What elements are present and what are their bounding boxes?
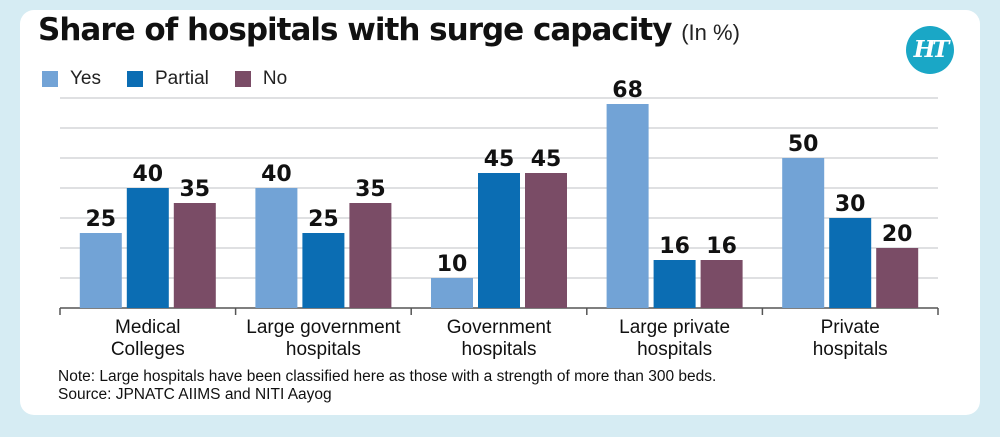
source-text: Source: JPNATC AIIMS and NITI Aayog [58, 386, 332, 403]
legend-label-yes: Yes [70, 68, 101, 89]
value-label-yes-3: 68 [612, 78, 643, 103]
value-label-partial-4: 30 [835, 192, 866, 217]
legend-label-partial: Partial [155, 68, 209, 89]
bar-yes-4 [782, 158, 825, 308]
category-label-3: Large private hospitals [619, 317, 730, 360]
title-text: Share of hospitals with surge capacity [38, 12, 672, 48]
category-label-4: Private hospitals [813, 317, 888, 360]
legend: Yes Partial No [42, 68, 287, 90]
bar-partial-4 [829, 218, 872, 308]
legend-swatch-no [234, 71, 251, 87]
bar-yes-1 [255, 188, 298, 308]
chart-title: Share of hospitals with surge capacity (… [38, 12, 740, 48]
bar-no-1 [349, 203, 392, 308]
value-label-yes-1: 40 [261, 162, 292, 187]
bar-no-3 [700, 260, 743, 308]
legend-swatch-partial [127, 71, 143, 87]
value-label-no-0: 35 [179, 177, 210, 202]
value-label-no-1: 35 [355, 177, 386, 202]
bar-no-2 [525, 173, 567, 308]
value-label-yes-0: 25 [85, 207, 116, 232]
value-label-partial-1: 25 [308, 207, 339, 232]
value-label-yes-4: 50 [788, 132, 819, 157]
value-label-no-4: 20 [882, 222, 913, 247]
chart-footnote: Note: Large hospitals have been classifi… [58, 368, 716, 404]
bar-yes-2 [431, 278, 473, 308]
value-label-partial-0: 40 [132, 162, 163, 187]
category-label-0: Medical Colleges [111, 317, 185, 360]
bar-partial-3 [653, 260, 696, 308]
bar-partial-1 [302, 233, 345, 308]
legend-label-no: No [262, 68, 288, 89]
legend-swatch-yes [42, 71, 58, 87]
legend-item-partial: Partial [127, 68, 209, 90]
bar-no-0 [173, 203, 216, 308]
legend-item-no: No [234, 68, 288, 90]
category-label-2: Government hospitals [447, 317, 552, 360]
note-text: Note: Large hospitals have been classifi… [58, 368, 717, 385]
value-label-no-2: 45 [531, 147, 562, 172]
value-label-partial-3: 16 [659, 234, 690, 259]
value-label-partial-2: 45 [484, 147, 515, 172]
value-label-yes-2: 10 [437, 252, 468, 277]
category-label-1: Large government hospitals [246, 317, 401, 360]
bar-partial-2 [478, 173, 520, 308]
bar-no-4 [876, 248, 919, 308]
value-label-no-3: 16 [706, 234, 737, 259]
ht-logo: HT [906, 26, 954, 74]
legend-item-yes: Yes [42, 68, 101, 90]
bar-yes-3 [606, 104, 649, 308]
bar-yes-0 [79, 233, 122, 308]
chart-subtitle: (In %) [681, 20, 740, 45]
bar-partial-0 [126, 188, 169, 308]
